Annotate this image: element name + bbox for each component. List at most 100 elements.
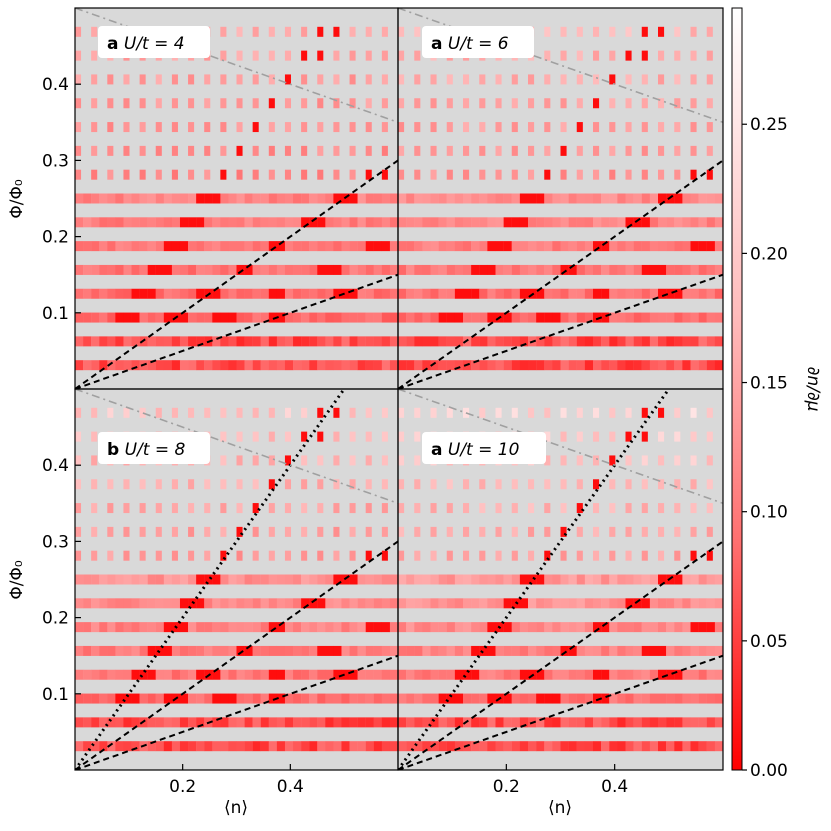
heatmap-cell	[633, 598, 642, 609]
heatmap-cell	[528, 526, 535, 537]
heatmap-cell	[236, 550, 243, 561]
heatmap-cell	[147, 574, 156, 585]
heatmap-cell	[309, 264, 318, 275]
heatmap-cell	[690, 217, 699, 228]
heatmap-cell	[609, 241, 618, 252]
heatmap-cell	[544, 288, 553, 299]
heatmap-cell	[438, 622, 447, 633]
heatmap-cell	[560, 193, 569, 204]
heatmap-cell	[252, 74, 259, 85]
colorbar-tick-label: 0.05	[750, 632, 788, 652]
heatmap-cell	[593, 717, 602, 728]
heatmap-cell	[325, 693, 334, 704]
heatmap-cell	[698, 264, 707, 275]
heatmap-cell	[463, 645, 472, 656]
heatmap-cell	[706, 145, 713, 156]
heatmap-cell	[204, 741, 213, 752]
heatmap-cell	[220, 26, 227, 37]
heatmap-cell	[381, 717, 391, 728]
heatmap-cell	[446, 598, 456, 609]
heatmap-cell	[446, 288, 456, 299]
heatmap-cell	[381, 312, 391, 323]
heatmap-cell	[91, 431, 98, 442]
heatmap-cell	[706, 98, 713, 109]
heatmap-cell	[706, 503, 713, 514]
heatmap-cell	[220, 217, 229, 228]
heatmap-cell	[528, 598, 537, 609]
heatmap-cell	[333, 98, 340, 109]
heatmap-cell	[471, 598, 480, 609]
heatmap-cell	[171, 645, 181, 656]
heatmap-cell	[220, 264, 229, 275]
heatmap-cell	[568, 193, 577, 204]
heatmap-cell	[398, 122, 405, 133]
heatmap-cell	[155, 693, 164, 704]
heatmap-cell	[617, 336, 626, 347]
heatmap-cell	[446, 693, 456, 704]
heatmap-cell	[293, 622, 302, 633]
heatmap-cell	[252, 122, 259, 133]
heatmap-cell	[381, 526, 388, 537]
heatmap-cell	[479, 264, 488, 275]
heatmap-cell	[479, 645, 488, 656]
heatmap-cell	[511, 74, 518, 85]
heatmap-cell	[601, 193, 610, 204]
heatmap-cell	[641, 74, 648, 85]
heatmap-cell	[349, 479, 356, 490]
heatmap-cell	[83, 312, 92, 323]
heatmap-cell	[317, 50, 324, 61]
heatmap-cell	[544, 145, 551, 156]
heatmap-cell	[171, 74, 178, 85]
axis-ticks: 0.10.20.30.40.10.20.30.40.2 0.4 0.2 0.4	[42, 75, 628, 797]
heatmap-cell	[552, 360, 561, 371]
heatmap-cell	[333, 241, 342, 252]
heatmap-cell	[511, 193, 521, 204]
heatmap-cell	[641, 741, 651, 752]
heatmap-cell	[503, 312, 512, 323]
heatmap-cell	[658, 145, 665, 156]
heatmap-cell	[325, 217, 334, 228]
heatmap-cell	[454, 217, 464, 228]
heatmap-cell	[268, 431, 275, 442]
heatmap-cell	[544, 431, 551, 442]
heatmap-cell	[83, 574, 92, 585]
heatmap-cell	[75, 455, 82, 466]
heatmap-cell	[268, 74, 275, 85]
heatmap-cell	[528, 479, 535, 490]
heatmap-cell	[438, 360, 447, 371]
heatmap-cell	[674, 526, 681, 537]
heatmap-cell	[179, 288, 189, 299]
heatmap-cell	[75, 574, 84, 585]
heatmap-cell	[706, 574, 716, 585]
heatmap-cell	[309, 669, 318, 680]
heatmap-cell	[196, 741, 205, 752]
heatmap-cell	[422, 622, 431, 633]
heatmap-cell	[487, 217, 496, 228]
heatmap-cell	[422, 645, 431, 656]
heatmap-cell	[714, 622, 723, 633]
heatmap-cell	[406, 264, 415, 275]
heatmap-cell	[576, 455, 583, 466]
heatmap-cell	[317, 241, 326, 252]
heatmap-cell	[690, 455, 697, 466]
heatmap-cell	[333, 741, 342, 752]
heatmap-cell	[576, 26, 583, 37]
heatmap-cell	[446, 360, 456, 371]
heatmap-cell	[641, 169, 648, 180]
heatmap-cell	[471, 241, 480, 252]
heatmap-cell	[317, 526, 324, 537]
heatmap-cell	[301, 50, 308, 61]
heatmap-cell	[560, 360, 569, 371]
heatmap-cell	[276, 574, 286, 585]
heatmap-cell	[220, 360, 229, 371]
heatmap-cell	[333, 550, 340, 561]
heatmap-cell	[511, 669, 521, 680]
heatmap-cell	[495, 669, 504, 680]
heatmap-cell	[495, 122, 502, 133]
heatmap-cell	[389, 645, 398, 656]
heatmap-cell	[625, 717, 634, 728]
heatmap-cell	[528, 74, 535, 85]
heatmap-cell	[682, 241, 691, 252]
heatmap-cell	[333, 336, 342, 347]
heatmap-cell	[674, 26, 681, 37]
